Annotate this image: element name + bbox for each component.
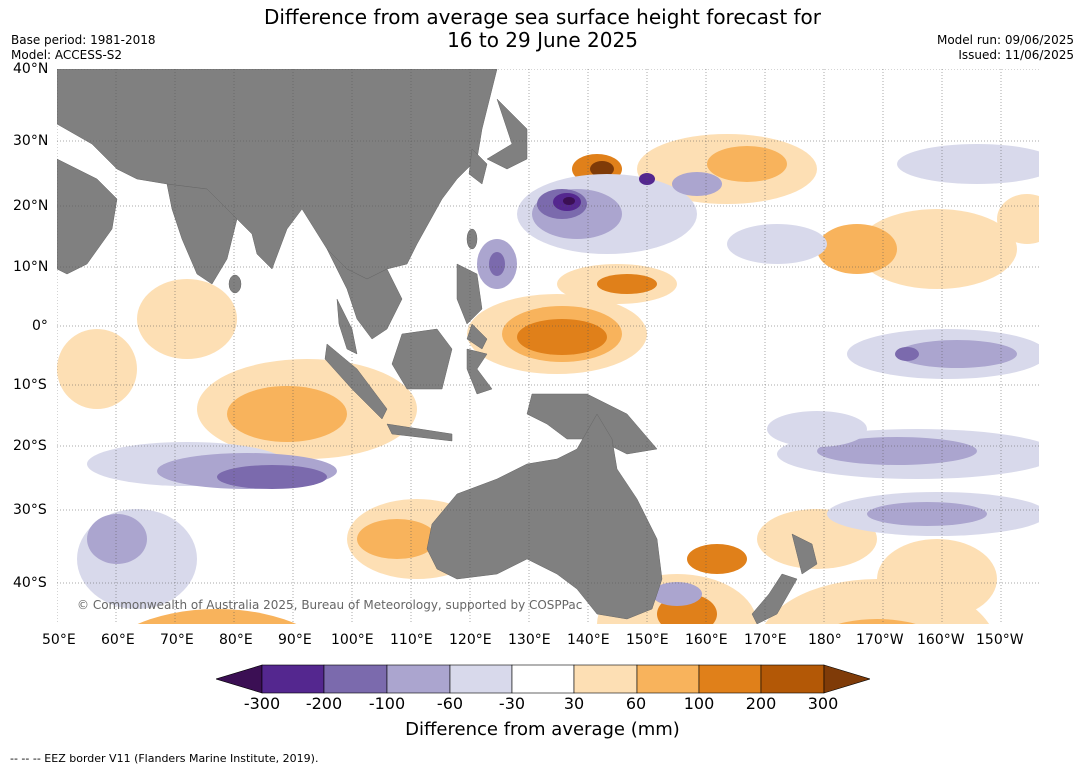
- colorbar-tick: -60: [436, 694, 464, 713]
- colorbar-label: Difference from average (mm): [405, 719, 680, 740]
- lat-label-0: 0°: [32, 318, 48, 334]
- graticule: [57, 69, 1039, 624]
- colorbar-tick: -30: [498, 694, 526, 713]
- base-period-label: Base period: 1981-2018: [11, 33, 156, 47]
- colorbar-tick: 300: [807, 694, 839, 713]
- anomaly-field: [57, 134, 1039, 624]
- copyright-text: © Commonwealth of Australia 2025, Bureau…: [77, 598, 582, 612]
- lon-label-150w: 150°W: [976, 632, 1024, 648]
- lon-label-140e: 140°E: [567, 632, 610, 648]
- lon-label-100e: 100°E: [331, 632, 374, 648]
- lon-label-160w: 160°W: [917, 632, 965, 648]
- lon-label-90e: 90°E: [278, 632, 312, 648]
- lat-label-40s: 40°S: [13, 575, 47, 591]
- chart-title-line1: Difference from average sea surface heig…: [263, 5, 822, 29]
- lon-label-130e: 130°E: [508, 632, 551, 648]
- colorbar-segment: [636, 664, 700, 694]
- colorbar-tick: 100: [683, 694, 715, 713]
- lat-label-10s: 10°S: [13, 377, 47, 393]
- lat-label-10n: 10°N: [13, 259, 49, 275]
- colorbar-segment: [449, 664, 513, 694]
- lat-label-20s: 20°S: [13, 438, 47, 454]
- colorbar-low-extension: [216, 664, 263, 694]
- colorbar-tick: -300: [243, 694, 281, 713]
- colorbar-high-extension: [823, 664, 870, 694]
- model-run-label: Model run: 09/06/2025: [936, 33, 1074, 47]
- colorbar-segment: [698, 664, 762, 694]
- colorbar-segment: [760, 664, 825, 694]
- lon-label-50e: 50°E: [42, 632, 76, 648]
- chart-title-line2: 16 to 29 June 2025: [447, 28, 638, 52]
- colorbar-segment: [573, 664, 638, 694]
- issued-label: Issued: 11/06/2025: [958, 48, 1074, 62]
- land-masses: [57, 69, 818, 624]
- lon-label-170e: 170°E: [744, 632, 787, 648]
- lat-label-20n: 20°N: [13, 198, 49, 214]
- colorbar-segment: [323, 664, 388, 694]
- lon-label-110e: 110°E: [390, 632, 433, 648]
- lon-label-180: 180°: [808, 632, 842, 648]
- lat-label-30s: 30°S: [13, 502, 47, 518]
- sea-surface-height-map: © Commonwealth of Australia 2025, Bureau…: [57, 69, 1039, 624]
- lon-label-70e: 70°E: [160, 632, 194, 648]
- lon-label-170w: 170°W: [856, 632, 904, 648]
- colorbar-segment: [511, 664, 575, 694]
- colorbar-tick: 200: [745, 694, 777, 713]
- colorbar-tick: -200: [305, 694, 343, 713]
- lat-label-40n: 40°N: [13, 61, 49, 77]
- lat-label-30n: 30°N: [13, 133, 49, 149]
- colorbar-tick: 60: [625, 694, 647, 713]
- colorbar-tick: 30: [563, 694, 585, 713]
- lon-label-60e: 60°E: [101, 632, 135, 648]
- colorbar: [216, 664, 870, 694]
- colorbar-tick: -100: [368, 694, 406, 713]
- model-label: Model: ACCESS-S2: [11, 48, 123, 62]
- lon-label-120e: 120°E: [449, 632, 492, 648]
- lon-label-150e: 150°E: [626, 632, 669, 648]
- lon-label-160e: 160°E: [685, 632, 728, 648]
- colorbar-segment: [386, 664, 451, 694]
- lon-label-80e: 80°E: [219, 632, 253, 648]
- eez-border-footnote: -- -- -- EEZ border V11 (Flanders Marine…: [10, 752, 319, 765]
- colorbar-segment: [261, 664, 325, 694]
